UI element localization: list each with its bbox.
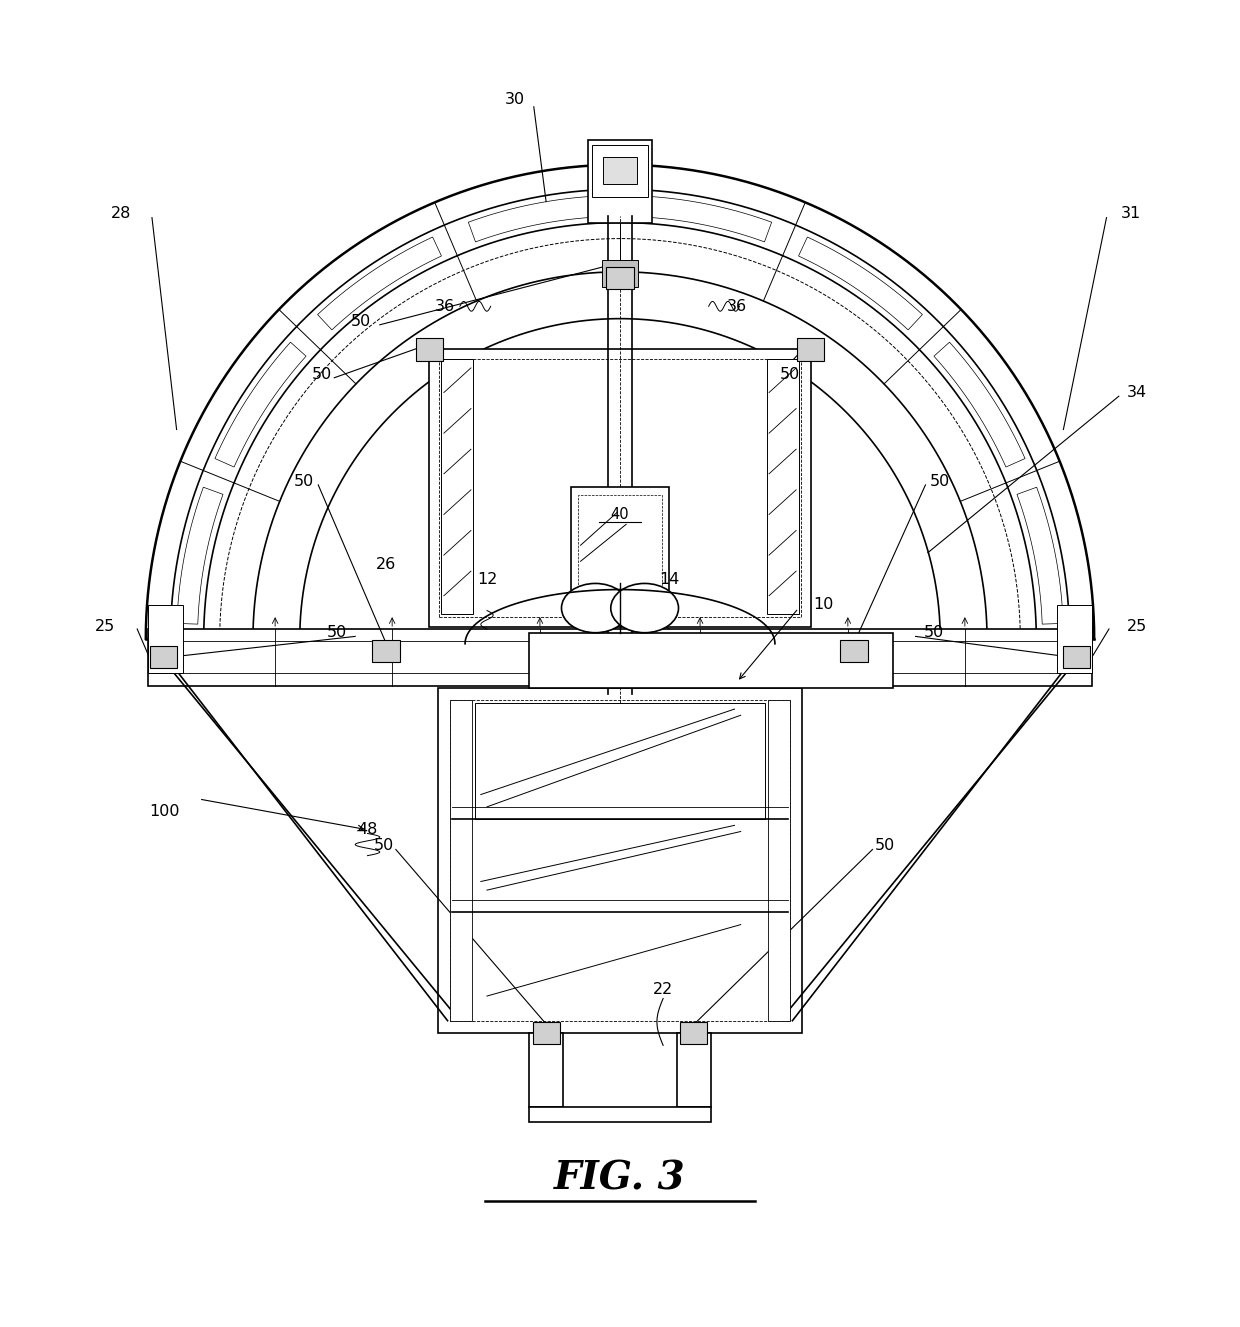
Text: 36: 36 [727, 299, 746, 313]
Bar [681, 1022, 708, 1044]
Bar [439, 360, 801, 617]
Text: 22: 22 [653, 982, 673, 998]
Text: 50: 50 [924, 625, 944, 640]
Text: 50: 50 [326, 625, 347, 640]
Text: 25: 25 [1127, 620, 1147, 634]
Bar [441, 360, 474, 614]
Bar [677, 1032, 712, 1107]
Bar [450, 701, 472, 1020]
Bar [150, 646, 176, 669]
Text: 50: 50 [373, 839, 393, 853]
Polygon shape [635, 196, 771, 242]
Bar [528, 1107, 712, 1121]
Bar [149, 605, 182, 673]
Text: 36: 36 [435, 299, 455, 313]
Text: 30: 30 [505, 92, 526, 107]
Text: 34: 34 [1127, 385, 1147, 399]
Text: 50: 50 [311, 366, 332, 382]
Text: FIG. 3: FIG. 3 [554, 1160, 686, 1197]
Bar [768, 701, 790, 1020]
Text: 12: 12 [477, 572, 497, 588]
Polygon shape [934, 342, 1025, 467]
Bar [570, 487, 670, 604]
Polygon shape [1017, 487, 1063, 624]
Bar [450, 701, 790, 1020]
Bar [415, 338, 443, 361]
Bar [606, 267, 634, 289]
Ellipse shape [611, 584, 678, 633]
Bar [429, 349, 811, 626]
Text: 31: 31 [1121, 207, 1141, 222]
Ellipse shape [562, 584, 629, 633]
Text: 50: 50 [294, 474, 314, 488]
Text: 50: 50 [874, 839, 895, 853]
Text: 26: 26 [376, 557, 396, 572]
Bar [603, 158, 637, 184]
Bar [588, 141, 652, 223]
Bar [532, 1022, 559, 1044]
Bar [797, 338, 825, 361]
Bar [1064, 646, 1090, 669]
Bar [591, 145, 649, 196]
Polygon shape [177, 487, 223, 624]
Bar [438, 689, 802, 1032]
Text: 50: 50 [930, 474, 950, 488]
Bar [149, 629, 1091, 686]
Bar [475, 703, 765, 819]
Text: 28: 28 [112, 207, 131, 222]
Text: 14: 14 [660, 572, 680, 588]
Polygon shape [317, 238, 441, 330]
Bar [372, 640, 399, 662]
Polygon shape [799, 238, 923, 330]
Text: 50: 50 [351, 313, 372, 329]
Text: 40: 40 [610, 507, 630, 522]
Bar [601, 260, 639, 287]
Bar [578, 495, 662, 597]
Bar [841, 640, 868, 662]
Text: 10: 10 [813, 597, 833, 612]
Bar [1058, 605, 1091, 673]
Text: 48: 48 [357, 823, 378, 837]
Bar [766, 360, 799, 614]
Polygon shape [469, 196, 605, 242]
Bar [528, 633, 894, 689]
Text: 100: 100 [149, 804, 180, 819]
Bar [528, 1032, 563, 1107]
Text: 50: 50 [780, 366, 800, 382]
Text: 25: 25 [95, 620, 115, 634]
Polygon shape [215, 342, 306, 467]
